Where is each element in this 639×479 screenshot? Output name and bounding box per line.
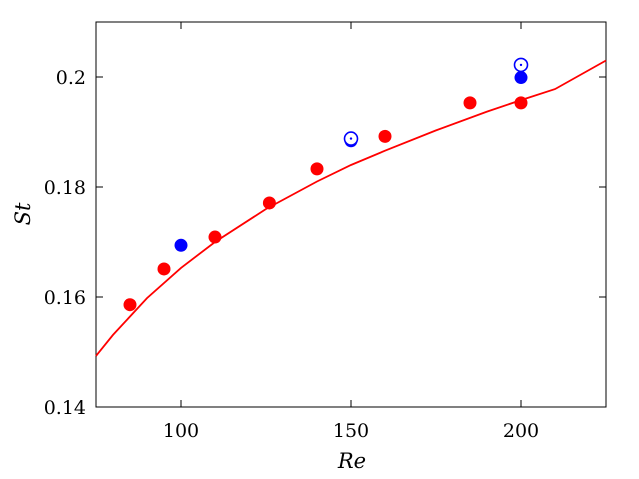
data-point-open-center xyxy=(519,63,523,67)
data-point xyxy=(514,71,528,85)
x-tick-label: 200 xyxy=(503,420,539,442)
x-tick-label: 150 xyxy=(333,420,369,442)
data-point xyxy=(174,238,188,252)
y-tick-label: 0.18 xyxy=(44,177,86,199)
data-point xyxy=(463,96,477,110)
data-point xyxy=(310,162,324,176)
y-axis-label: St xyxy=(11,202,35,225)
fit-curve-layer xyxy=(95,59,607,357)
data-point xyxy=(514,96,528,110)
data-point-open-center xyxy=(349,137,353,140)
x-axis-label: Re xyxy=(337,449,366,473)
plot-frame xyxy=(95,21,607,408)
data-point xyxy=(208,230,222,244)
y-tick-label: 0.16 xyxy=(44,287,86,309)
data-point xyxy=(157,262,171,276)
y-tick-label: 0.14 xyxy=(44,397,86,419)
tick-labels-layer: 100 150 200 0.14 0.16 0.18 0.2 xyxy=(44,67,539,442)
data-point xyxy=(262,196,276,210)
data-point xyxy=(378,129,392,143)
axes xyxy=(95,21,607,408)
y-tick-label: 0.2 xyxy=(56,67,86,89)
fit-curve xyxy=(95,59,607,357)
x-tick-label: 100 xyxy=(163,420,199,442)
data-point xyxy=(123,298,137,312)
data-points-layer xyxy=(123,57,529,312)
